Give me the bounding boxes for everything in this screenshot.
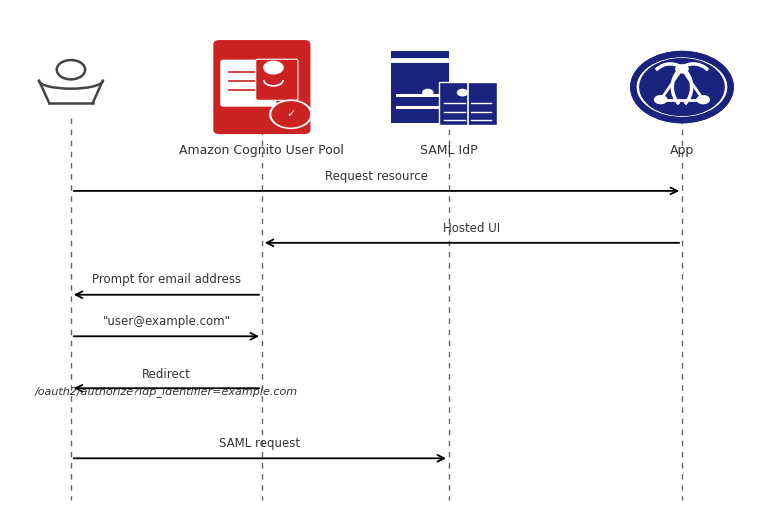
Text: Request resource: Request resource [325,170,428,183]
Text: Redirect: Redirect [142,368,191,381]
Text: Hosted UI: Hosted UI [443,221,501,234]
FancyBboxPatch shape [439,82,498,125]
Circle shape [633,54,731,120]
FancyBboxPatch shape [213,40,311,134]
Circle shape [654,95,667,104]
Text: /oauth2/authorize?idp_identifier=example.com: /oauth2/authorize?idp_identifier=example… [35,386,298,397]
Circle shape [639,58,725,116]
Circle shape [271,101,310,127]
Circle shape [264,61,284,75]
Text: SAML request: SAML request [219,437,301,450]
Circle shape [696,95,710,104]
FancyBboxPatch shape [391,51,449,123]
Circle shape [422,89,433,97]
Text: SAML IdP: SAML IdP [420,144,478,157]
Text: Amazon Cognito User Pool: Amazon Cognito User Pool [180,144,344,157]
Text: ✓: ✓ [286,109,295,120]
Text: "user@example.com": "user@example.com" [102,315,230,328]
FancyBboxPatch shape [220,60,277,106]
Text: Prompt for email address: Prompt for email address [91,274,241,287]
Circle shape [269,100,312,129]
Circle shape [675,64,689,74]
FancyBboxPatch shape [256,59,298,100]
Text: App: App [670,144,694,157]
Circle shape [456,89,468,97]
